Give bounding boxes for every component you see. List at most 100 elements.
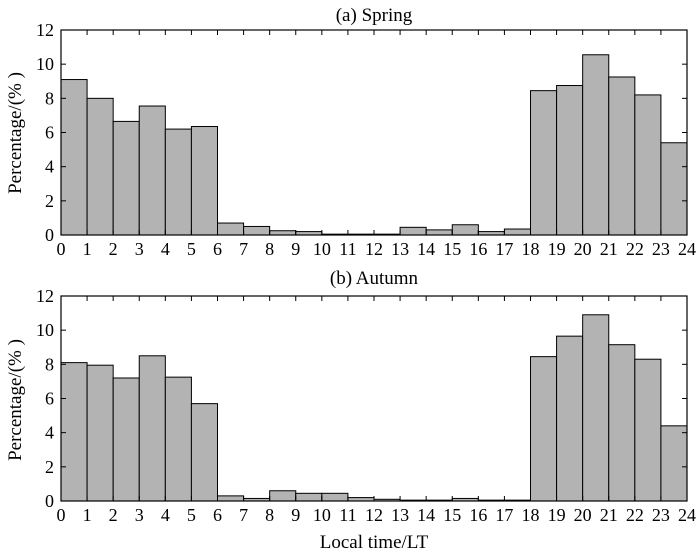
panel-b-xtick-label-4: 4 [161,505,170,525]
panel-a-bar-21 [608,76,636,236]
panel-b-bar-3 [138,355,166,502]
panel-b-ytick-label-6: 6 [45,389,54,409]
panel-b-xtick-label-19: 19 [548,505,566,525]
panel-b-xtick-label-15: 15 [443,505,461,525]
panel-b-xtick-label-11: 11 [339,505,356,525]
panel-b-xtick-label-0: 0 [57,505,66,525]
panel-a-xtick-label-23: 23 [652,239,670,259]
panel-b-xtick-label-12: 12 [365,505,383,525]
panel-b-ytick-label-12: 12 [36,286,54,306]
panel-a-bar-23 [660,142,688,236]
panel-b-bar-18 [530,356,558,502]
panel-b-bar-20 [582,314,610,502]
panel-b-ytick-label-2: 2 [45,457,54,477]
panel-b-xtick-label-2: 2 [109,505,118,525]
panel-a-bar-6 [217,222,245,236]
panel-a-xtick-label-7: 7 [239,239,248,259]
panel-b-bar-21 [608,344,636,502]
panel-a-bar-3 [138,105,166,236]
panel-b-xtick-label-6: 6 [213,505,222,525]
panel-b-bar-2 [112,377,140,502]
panel-a-xtick-label-0: 0 [57,239,66,259]
panel-a-xtick-label-10: 10 [313,239,331,259]
panel-a-ytick-label-6: 6 [45,123,54,143]
panel-b-bar-8 [269,490,297,502]
panel-b-xtick-label-17: 17 [495,505,513,525]
panel-b-bar-10 [321,492,349,502]
panel-a-xtick-label-17: 17 [495,239,513,259]
panel-a-ytick-label-10: 10 [36,54,54,74]
panel-b-bar-22 [634,358,662,502]
panel-a-xtick-label-14: 14 [417,239,435,259]
panel-b-ytick-label-10: 10 [36,320,54,340]
panel-b-xtick-label-22: 22 [626,505,644,525]
panel-a-ytick-label-2: 2 [45,191,54,211]
panel-b-ytick-label-8: 8 [45,354,54,374]
panel-b-bar-5 [190,403,219,502]
panel-b-xtick-label-16: 16 [469,505,487,525]
panel-a-xtick-label-16: 16 [469,239,487,259]
panel-b-xtick-label-21: 21 [600,505,618,525]
panel-a-xtick-label-13: 13 [391,239,409,259]
panel-a-bar-2 [112,120,140,236]
panel-b-xtick-label-13: 13 [391,505,409,525]
panel-a-bar-4 [164,128,192,236]
panel-a-bar-15 [451,224,479,236]
panel-a-xtick-label-20: 20 [574,239,592,259]
panel-a-xtick-label-9: 9 [291,239,300,259]
panel-b-xtick-label-3: 3 [135,505,144,525]
panel-b-xtick-label-1: 1 [83,505,92,525]
panel-a-bar-0 [60,79,88,236]
panel-b-bar-9 [295,492,323,502]
panel-a-bar-8 [269,230,297,236]
panel-b-ytick-label-4: 4 [45,423,54,443]
panel-b-xtick-label-18: 18 [522,505,540,525]
panel-a-xtick-label-22: 22 [626,239,644,259]
panel-b-bar-23 [660,425,688,502]
panel-b-bar-0 [60,362,88,502]
panel-b-xtick-label-23: 23 [652,505,670,525]
panel-b-ytick-label-0: 0 [45,491,54,511]
panel-a-xtick-label-2: 2 [109,239,118,259]
x-axis-label: Local time/LT [320,532,429,553]
panel-a-ytick-label-12: 12 [36,20,54,40]
panel-a-bar-17 [503,228,531,236]
panel-a-bar-1 [86,97,114,236]
panel-a-ytick-label-8: 8 [45,88,54,108]
panel-a-bar-14 [425,229,453,236]
panel-b-xtick-label-24: 24 [678,505,696,525]
panel-a-bar-5 [190,126,219,236]
panel-a-xtick-label-5: 5 [187,239,196,259]
plot-area: 0 1 2 3 4 5 6 7 8 9 10 11 12 13 14 15 16 17 18 19 20 21 22 23 24… [36,20,696,525]
panel-a-xtick-label-6: 6 [213,239,222,259]
panel-b-xtick-label-7: 7 [239,505,248,525]
panel-a-ytick-label-4: 4 [45,157,54,177]
panel-a-ytick-label-0: 0 [45,225,54,245]
panel-a-bar-7 [243,225,271,236]
panel-a-bar-19 [556,85,584,236]
panel-b-title: (b) Autumn [330,268,419,289]
panel-b-xtick-label-9: 9 [291,505,300,525]
panel-b-bar-1 [86,364,114,502]
panel-b-ylabel: Percentage/(% ) [5,339,26,461]
panel-a-xtick-label-8: 8 [265,239,274,259]
panel-b-bar-4 [164,376,192,502]
panel-b-xtick-label-10: 10 [313,505,331,525]
panel-a-xtick-label-11: 11 [339,239,356,259]
panel-a-title: (a) Spring [336,5,413,26]
panel-a-xtick-label-4: 4 [161,239,170,259]
panel-a-ylabel: Percentage/(% ) [5,72,26,194]
panel-a-xtick-label-3: 3 [135,239,144,259]
panel-a-xtick-label-12: 12 [365,239,383,259]
panel-b-xtick-label-5: 5 [187,505,196,525]
panel-a-xtick-label-15: 15 [443,239,461,259]
panel-b-xtick-label-20: 20 [574,505,592,525]
panel-a-bar-22 [634,94,662,236]
panel-a-xtick-label-21: 21 [600,239,618,259]
panel-a-xtick-label-1: 1 [83,239,92,259]
panel-a-bar-20 [582,54,610,236]
panel-a-xtick-label-19: 19 [548,239,566,259]
panel-a-bar-18 [530,90,558,236]
panel-b-xtick-label-14: 14 [417,505,435,525]
